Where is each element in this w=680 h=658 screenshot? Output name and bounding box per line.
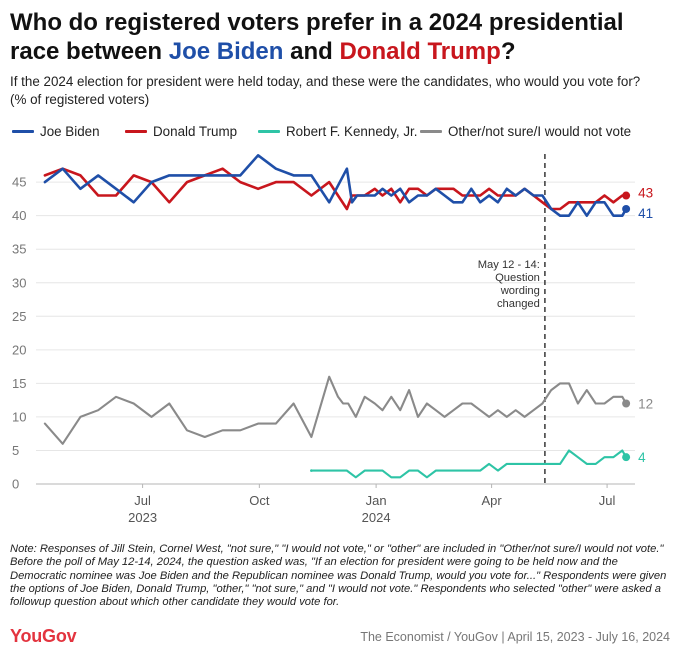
x-year-label: 2023 xyxy=(128,510,157,525)
title-trump: Donald Trump xyxy=(339,38,501,65)
end-label-trump: 43 xyxy=(638,186,653,201)
y-tick-label: 45 xyxy=(12,175,26,190)
y-tick-label: 0 xyxy=(12,477,19,492)
legend-swatch-biden xyxy=(12,130,34,133)
chart-subtitle: If the 2024 election for president were … xyxy=(10,73,674,109)
x-tick-label: Jul xyxy=(599,493,616,508)
x-tick-label: Oct xyxy=(249,493,270,508)
title-biden: Joe Biden xyxy=(168,38,284,65)
title-end: ? xyxy=(500,38,516,65)
legend-label-rfk: Robert F. Kennedy, Jr. xyxy=(286,124,418,139)
x-tick-label: Jul xyxy=(134,493,151,508)
x-tick-label: Apr xyxy=(481,493,502,508)
legend-swatch-trump xyxy=(125,130,147,133)
legend-label-other: Other/not sure/I would not vote xyxy=(448,124,632,139)
chart-note: Note: Responses of Jill Stein, Cornel We… xyxy=(10,543,667,609)
yougov-logo: YouGov xyxy=(10,626,77,646)
source-line: The Economist / YouGov | April 15, 2023 … xyxy=(360,630,670,644)
annotation-text: Question xyxy=(495,272,540,284)
y-tick-label: 30 xyxy=(12,275,26,290)
end-label-rfk: 4 xyxy=(638,450,646,465)
legend-item-trump: Donald Trump xyxy=(125,124,237,139)
series-line-biden xyxy=(43,154,628,217)
x-tick-label: Jan xyxy=(366,493,387,508)
y-tick-label: 35 xyxy=(12,242,26,257)
legend-item-other: Other/not sure/I would not vote xyxy=(420,124,631,139)
chart-legend: Joe Biden Donald Trump Robert F. Kennedy… xyxy=(12,124,672,142)
legend-label-trump: Donald Trump xyxy=(153,124,238,139)
series-line-other xyxy=(43,375,628,445)
legend-swatch-other xyxy=(420,130,442,133)
question-text: If the 2024 election for president were … xyxy=(10,74,641,89)
y-tick-label: 40 xyxy=(12,208,26,223)
annotation-text: wording xyxy=(500,285,540,297)
end-dot-other xyxy=(622,399,631,408)
page-title: Who do registered voters prefer in a 202… xyxy=(10,8,670,66)
legend-swatch-rfk xyxy=(258,130,280,133)
legend-item-biden: Joe Biden xyxy=(12,124,100,139)
end-dot-trump xyxy=(622,191,631,200)
unit-text: (% of registered voters) xyxy=(10,92,150,107)
y-tick-label: 5 xyxy=(12,443,19,458)
x-year-label: 2024 xyxy=(362,510,391,525)
y-tick-label: 10 xyxy=(12,409,26,424)
line-chart: 0 5 10 15 20 25 30 35 40 45 Jul 2023 Oct Jan 2024 Apr Ju… xyxy=(12,154,653,525)
end-label-other: 12 xyxy=(638,397,653,412)
title-and: and xyxy=(283,38,340,65)
end-dot-biden xyxy=(622,204,631,213)
end-label-biden: 41 xyxy=(638,206,653,221)
title-text: Who do registered voters prefer in a 202… xyxy=(10,9,624,65)
y-tick-label: 15 xyxy=(12,376,26,391)
annotation-text: changed xyxy=(497,298,540,310)
annotation-text: May 12 - 14: xyxy=(478,259,540,271)
legend-label-biden: Joe Biden xyxy=(40,124,100,139)
series-point-rfk xyxy=(310,469,313,472)
series-line-trump xyxy=(43,167,628,211)
legend-item-rfk: Robert F. Kennedy, Jr. xyxy=(258,124,418,139)
y-tick-label: 20 xyxy=(12,342,26,357)
series-line-rfk xyxy=(310,449,628,479)
end-dot-rfk xyxy=(622,453,631,462)
y-tick-label: 25 xyxy=(12,309,26,324)
